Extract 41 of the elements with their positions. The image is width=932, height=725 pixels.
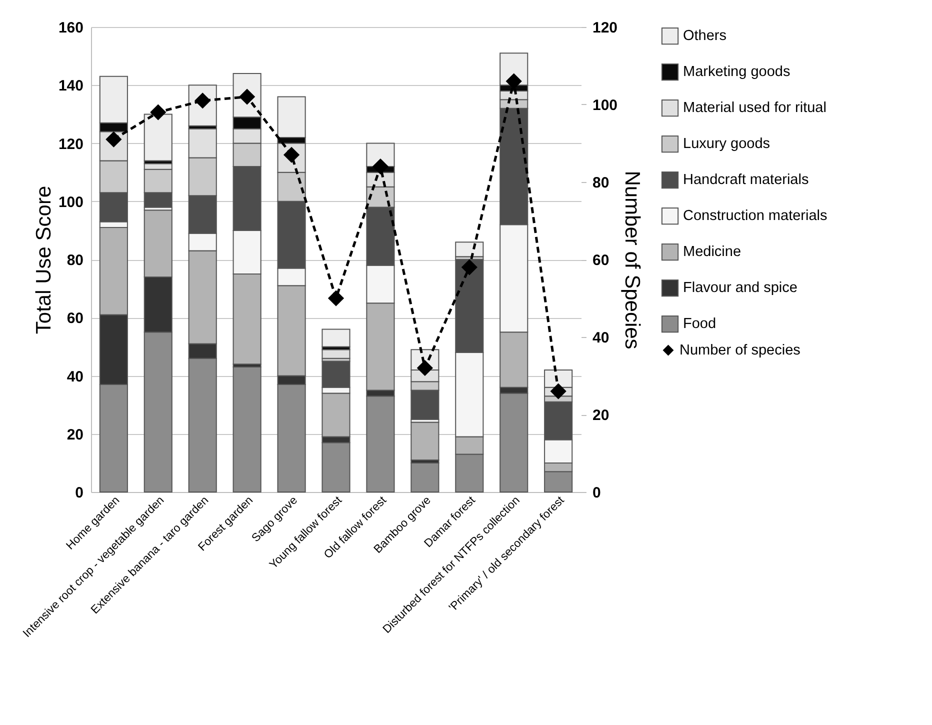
y-tick-label: 0 [75, 484, 84, 502]
point [506, 73, 522, 90]
legend-label: Handcraft materials [683, 172, 809, 188]
point [461, 259, 478, 276]
bar [322, 328, 350, 348]
y-tick-label: 120 [58, 136, 84, 153]
y2-axis-title: Number of Species [620, 170, 644, 350]
y2-tick-label: 40 [592, 330, 610, 346]
point [150, 104, 166, 120]
point [550, 383, 566, 400]
bar [410, 422, 440, 461]
legend-label: Luxury goods [683, 136, 770, 152]
y2-tick-label: 120 [592, 20, 618, 36]
bar [232, 366, 262, 492]
y-tick-label: 140 [58, 78, 84, 95]
bar [455, 242, 484, 258]
y-tick-label: 20 [66, 426, 84, 444]
legend-label: Marketing goods [683, 64, 790, 80]
legend-label: Flavour and spice [683, 280, 798, 296]
y-tick-label: 160 [58, 20, 84, 36]
y2-tick-label: 60 [592, 252, 610, 269]
y2-tick-label: 20 [592, 407, 610, 424]
legend-label: Construction materials [683, 208, 828, 224]
bar [322, 349, 350, 359]
y-tick-label: 60 [66, 310, 84, 328]
bar [144, 114, 172, 162]
y-tick-label: 40 [66, 368, 84, 386]
legend-label: Others [683, 28, 727, 44]
y2-tick-label: 80 [592, 174, 610, 192]
point [372, 158, 389, 175]
legend-label: Number of species [680, 342, 800, 358]
bar [410, 462, 440, 492]
y2-tick-label: 100 [592, 97, 618, 114]
legend-label: Material used for ritual [683, 100, 826, 116]
point [328, 290, 344, 306]
y-tick-label: 80 [66, 252, 84, 269]
legend-label: Food [683, 316, 716, 332]
y-axis-title: Total Use Score [32, 186, 56, 334]
y2-tick-label: 0 [592, 484, 601, 502]
legend-label: Medicine [683, 244, 742, 260]
y-tick-label: 100 [58, 194, 84, 211]
